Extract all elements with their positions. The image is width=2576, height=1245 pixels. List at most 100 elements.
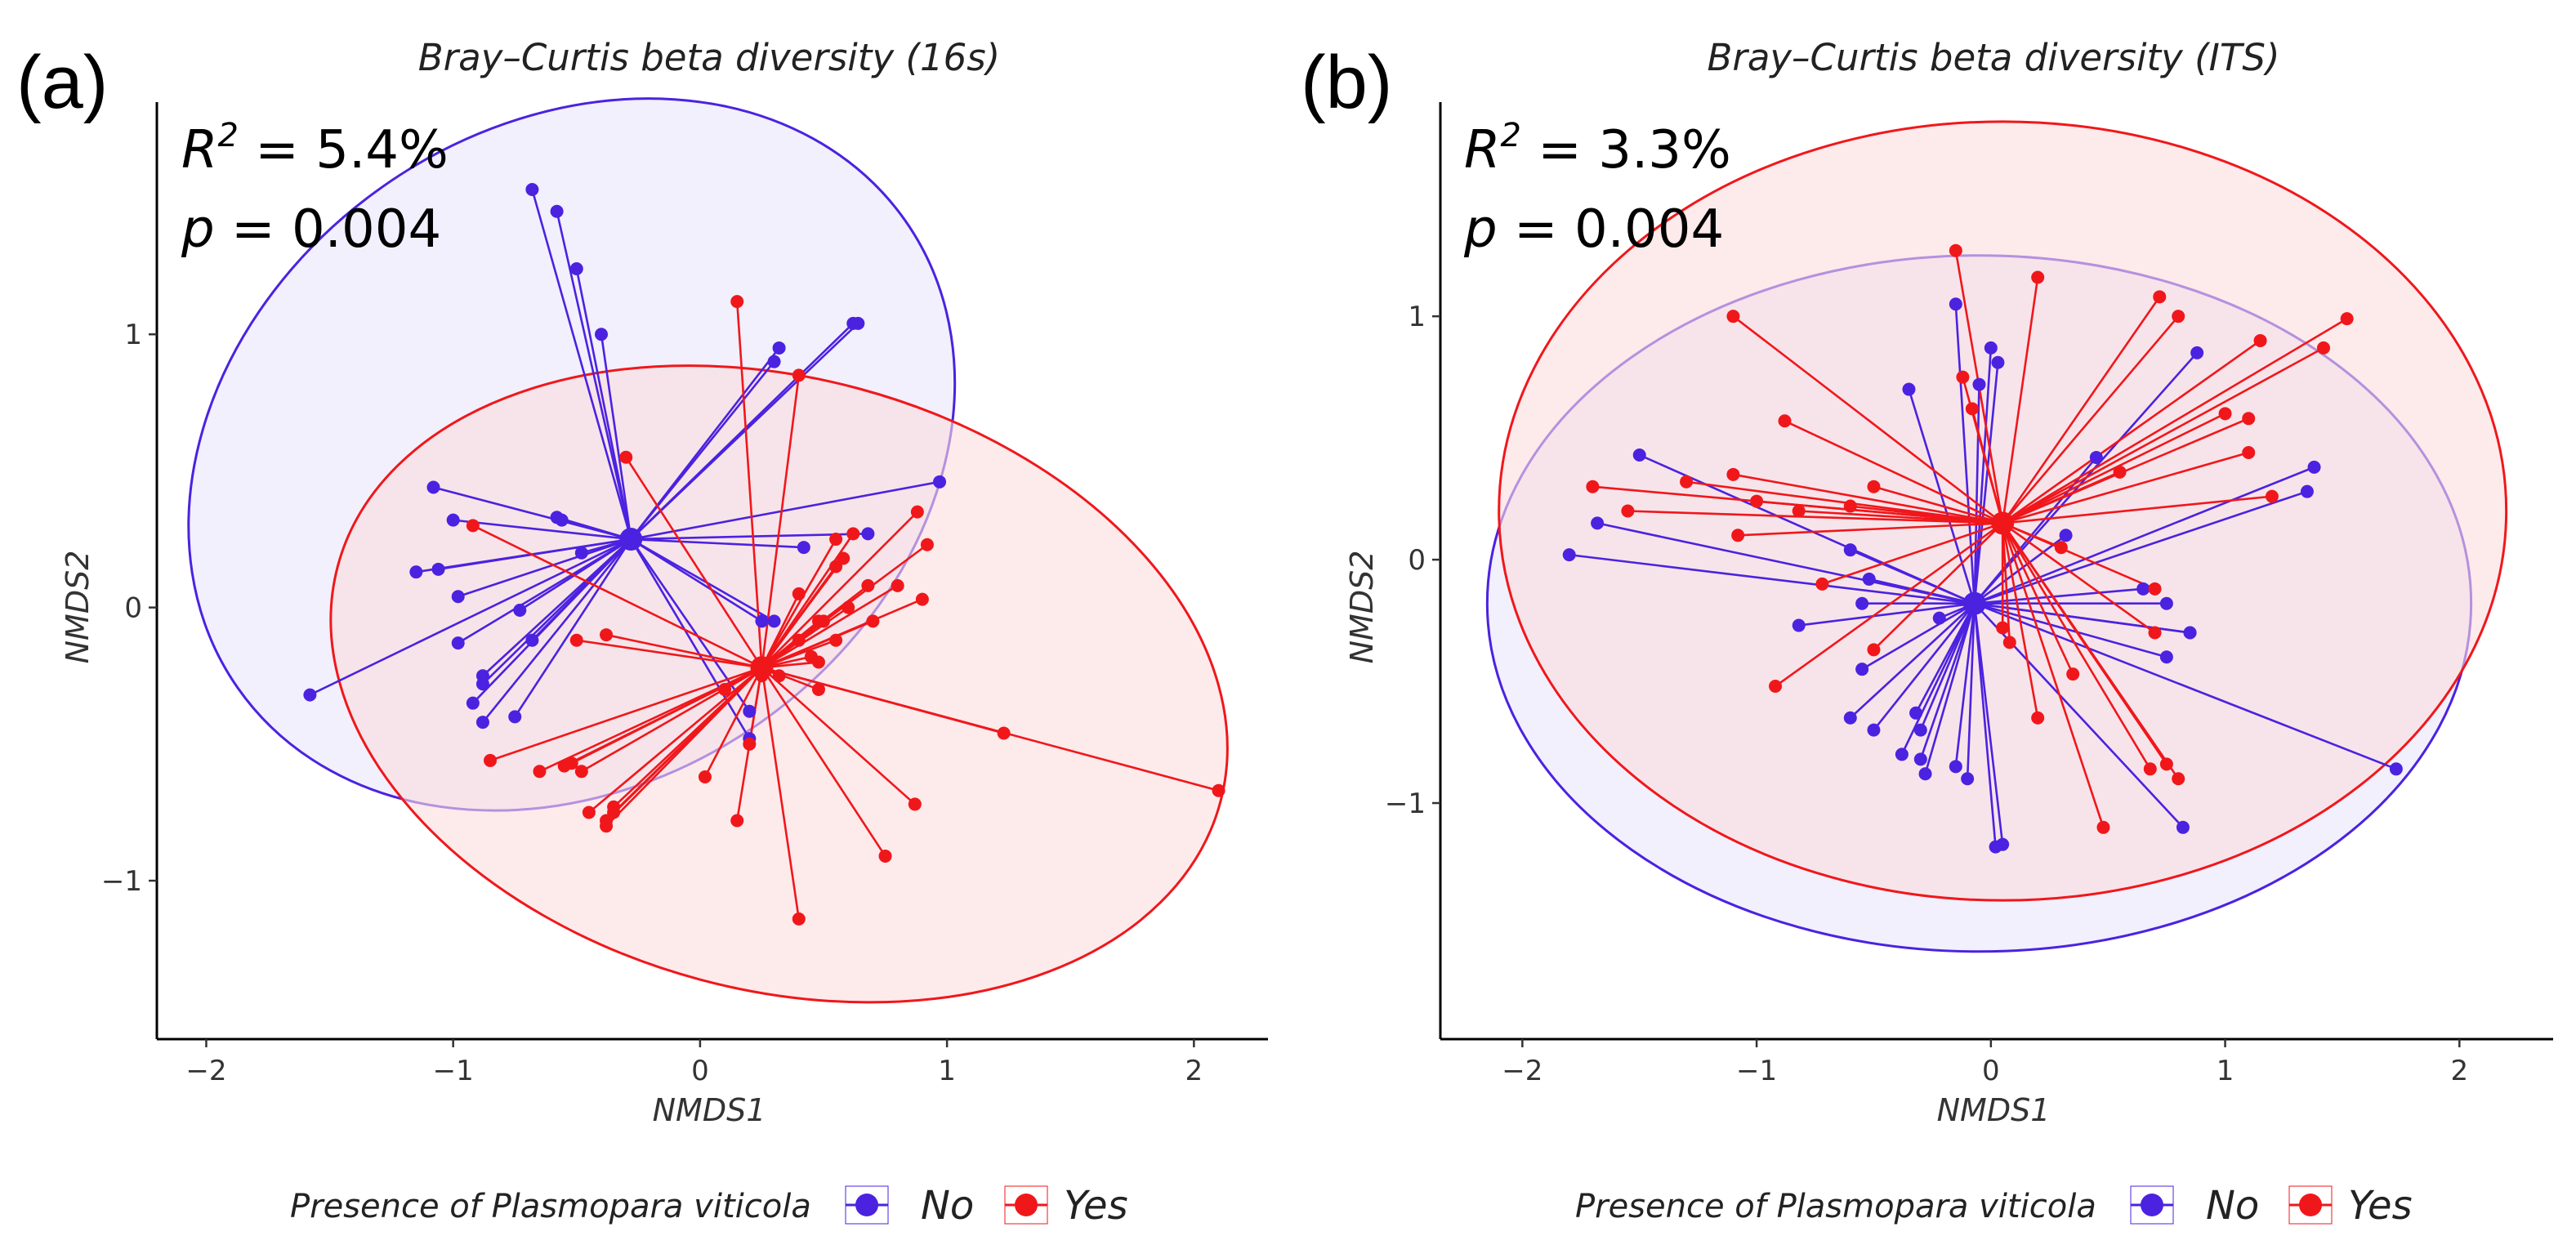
panel-b-spoke-yes-10 — [1784, 420, 2003, 524]
panel-a-point-yes-35 — [600, 819, 614, 833]
panel-b-point-no-27 — [2159, 596, 2173, 610]
panel-b-point-yes-18 — [2054, 541, 2068, 555]
panel-a-point-yes-36 — [607, 805, 621, 819]
panel-b-point-yes-14 — [1949, 243, 1962, 257]
panel-b-xtick-label--2: −2 — [1502, 1055, 1542, 1087]
panel-b-spoke-no-17 — [1908, 389, 1976, 605]
panel-b-point-no-36 — [1843, 543, 1857, 557]
panel-a-point-yes-25 — [569, 633, 583, 647]
panel-a-spoke-no-20 — [471, 538, 632, 704]
panel-b-spoke-no-32 — [1974, 466, 2315, 605]
panel-b-point-no-17 — [1902, 382, 1916, 396]
panel-b-point-yes-35 — [2265, 489, 2279, 503]
panel-a-spoke-yes-18 — [761, 639, 837, 669]
panel-a-ytick-label-1: 1 — [124, 319, 142, 351]
panel-a-point-no-27 — [755, 614, 769, 628]
panel-b-spoke-no-30 — [1974, 602, 2397, 770]
panel-a-p: p = 0.004 — [181, 199, 441, 260]
panel-b-spoke-yes-21 — [2001, 523, 2039, 718]
panel-b-spoke-no-7 — [1849, 602, 1976, 719]
panel-a-plot: −2 −1 0 1 2 −1 0 1 — [101, 97, 1268, 1087]
panel-b-plot: −2 −1 0 1 2 −1 0 1 — [1385, 102, 2553, 1087]
panel-b-spoke-yes-32 — [2002, 339, 2261, 524]
panel-a-spoke-no-21 — [481, 538, 632, 723]
panel-b-xtick-label-2: 2 — [2450, 1055, 2468, 1087]
panel-a-spoke-no-22 — [514, 538, 632, 718]
panel-b-point-yes-36 — [2316, 341, 2330, 355]
legend-a-item-yes: Yes — [1004, 1183, 1128, 1229]
panel-b-point-no-12 — [1913, 723, 1927, 737]
panel-b-point-yes-28 — [2148, 582, 2162, 596]
panel-a-point-no-26 — [933, 475, 947, 489]
panel-a-point-yes-37 — [582, 805, 596, 819]
panel-a-spoke-no-9 — [453, 519, 632, 541]
panel-b-xtick-label--1: −1 — [1736, 1055, 1777, 1087]
panel-a-point-yes-15 — [817, 614, 830, 628]
panel-b-centroid-no — [1962, 591, 1986, 615]
panel-b-point-yes-12 — [1769, 680, 1783, 694]
panel-a-point-no-5 — [767, 355, 781, 368]
panel-b-spoke-yes-29 — [2002, 296, 2161, 524]
panel-b-point-no-34 — [1862, 572, 1876, 586]
panel-a-spoke-no-30 — [630, 538, 751, 739]
panel-b-point-yes-24 — [2143, 762, 2157, 776]
panel-b-spoke-no-3 — [1798, 602, 1975, 627]
panel-b-point-no-30 — [2389, 762, 2403, 776]
panel-b-spoke-no-31 — [1974, 490, 2308, 605]
panel-b: (b) Bray–Curtis beta diversity (ITS) −2−… — [1301, 36, 2553, 1128]
panel-a-point-yes-21 — [811, 655, 825, 669]
panel-b-point-yes-31 — [2218, 407, 2232, 421]
panel-b-spoke-no-9 — [1919, 603, 1976, 760]
panel-a-xtick-label-1: 1 — [938, 1055, 956, 1087]
panel-b-point-no-31 — [2300, 484, 2314, 498]
panel-b-point-yes-16 — [1965, 402, 1979, 416]
panel-a-spoke-yes-36 — [613, 667, 763, 814]
panel-a-point-yes-23 — [718, 682, 732, 696]
panel-b-spoke-yes-23 — [2001, 522, 2105, 828]
panel-b-spoke-yes-11 — [1821, 522, 2003, 586]
panel-a-point-yes-13 — [792, 587, 806, 600]
panel-a-point-yes-38 — [743, 737, 757, 751]
panel-b-spoke-no-26 — [1974, 602, 2168, 658]
panel-b-spoke-yes-22 — [2001, 522, 2074, 675]
panel-a-point-yes-30 — [565, 756, 578, 770]
panel-b-point-no-2 — [1632, 448, 1646, 462]
panel-a-spoke-no-28 — [630, 538, 775, 622]
panel-b-point-yes-34 — [2242, 446, 2256, 460]
panel-b-point-yes-15 — [1956, 370, 1970, 384]
panel-b-ytick-label-0: 0 — [1408, 544, 1426, 577]
panel-a-centroid-yes — [750, 656, 774, 680]
panel-a-spoke-yes-24 — [605, 633, 762, 669]
panel-b-point-no-6 — [1867, 723, 1881, 737]
panel-a-spoke-no-11 — [561, 519, 632, 541]
panel-a-point-yes-9 — [829, 560, 843, 573]
panel-a-point-no-25 — [861, 527, 875, 541]
panel-a-point-no-17 — [525, 633, 539, 647]
panel-b-spoke-yes-19 — [2001, 523, 2011, 643]
panel-a-ytick-label--1: −1 — [101, 865, 142, 898]
panel-b-spoke-yes-35 — [2002, 495, 2273, 524]
panel-a-centroid-no — [619, 528, 643, 551]
panel-b-spoke-yes-7 — [1798, 510, 2003, 524]
legend-b: Presence of Plasmopara viticola No Yes — [1575, 1183, 2413, 1229]
legend-b-title: Presence of Plasmopara viticola — [1575, 1188, 2096, 1225]
panel-a-title: Bray–Curtis beta diversity (16s) — [418, 36, 1000, 79]
panel-b-spoke-no-20 — [1973, 347, 1993, 604]
panel-a-point-yes-16 — [866, 614, 880, 628]
panel-b-point-yes-25 — [2159, 757, 2173, 771]
panel-b-point-yes-32 — [2253, 333, 2267, 347]
panel-a-point-yes-1 — [792, 368, 806, 382]
panel-b-point-no-3 — [1792, 618, 1806, 632]
panel-a-spoke-no-3 — [600, 334, 632, 540]
panel-a-point-yes-0 — [730, 295, 744, 309]
panel-a-spoke-yes-7 — [761, 511, 918, 669]
panel-b-r2-exp: 2 — [1500, 117, 1520, 154]
panel-b-point-no-11 — [1909, 706, 1923, 720]
panel-b-spoke-no-21 — [1973, 362, 1999, 604]
panel-a-point-no-31 — [797, 541, 810, 555]
panel-a-point-yes-41 — [792, 912, 806, 926]
panel-b-point-yes-26 — [2172, 772, 2185, 786]
panel-a-spoke-yes-43 — [761, 667, 916, 805]
panel-b-spoke-yes-37 — [2002, 318, 2348, 524]
panel-a-point-yes-18 — [829, 633, 843, 647]
